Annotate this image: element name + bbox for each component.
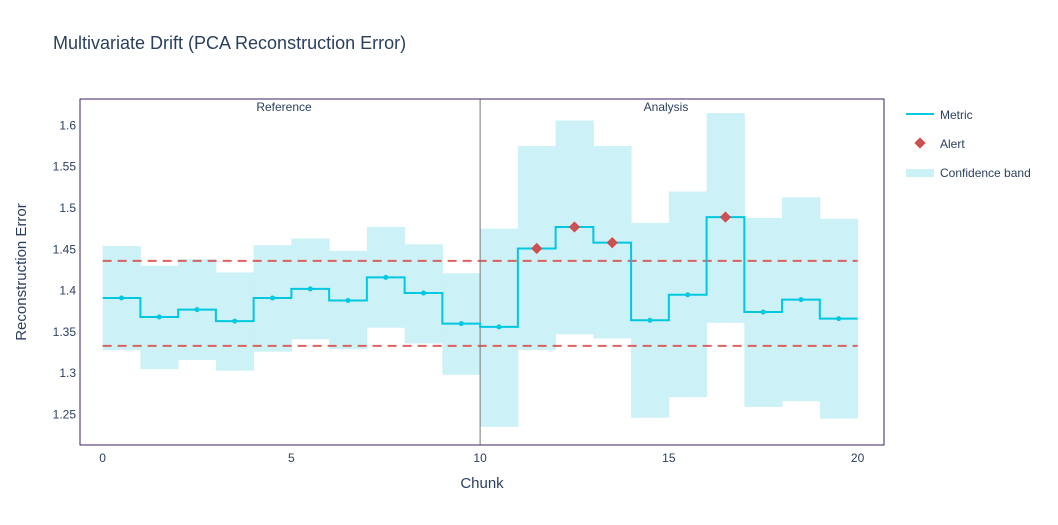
metric-point [647,317,653,323]
legend-label-alert: Alert [940,137,965,151]
legend-item-metric[interactable]: Metric [906,108,973,122]
analysis-period-label: Analysis [644,100,689,114]
metric-point [345,297,351,303]
y-tick-label: 1.55 [53,160,77,174]
y-tick-label: 1.5 [59,201,76,215]
alert-marker [606,237,618,249]
legend-label-confidence-band: Confidence band [940,166,1031,180]
metric-point [383,274,389,280]
alert-layer [531,211,732,255]
plot-frame [79,98,885,446]
x-tick-label: 0 [99,451,106,465]
alert-marker [719,211,732,223]
y-tick-label: 1.6 [59,118,76,132]
metric-point [270,295,276,301]
metric-point [836,316,842,322]
metric-point [496,324,502,330]
metric-point [194,307,200,313]
y-tick-label: 1.25 [53,407,77,421]
metric-point [760,309,766,315]
legend-item-alert[interactable]: Alert [914,137,965,151]
x-tick-label: 10 [473,451,487,465]
x-axis-ticks: 0 5 10 15 20 [99,451,864,465]
legend-item-confidence-band[interactable]: Confidence band [906,166,1031,180]
y-tick-label: 1.45 [53,242,77,256]
reference-period-label: Reference [256,100,312,114]
chart-title: Multivariate Drift (PCA Reconstruction E… [53,33,407,53]
x-tick-label: 5 [288,451,295,465]
y-tick-label: 1.35 [53,325,77,339]
metric-point [307,286,313,292]
plot-frame-layer [79,98,885,446]
legend: Metric Alert Confidence band [906,108,1031,180]
metric-point [119,295,125,301]
metric-point [156,314,162,320]
x-tick-label: 20 [851,451,865,465]
metric-point [420,290,426,296]
y-axis-label: Reconstruction Error [13,203,30,341]
metric-point [232,318,238,324]
alert-marker [531,242,543,255]
legend-label-metric: Metric [940,108,973,122]
y-axis-ticks: 1.25 1.3 1.35 1.4 1.45 1.5 1.55 1.6 [53,118,77,421]
x-axis-label: Chunk [460,475,504,492]
metric-point [685,292,691,298]
metric-point [798,297,804,303]
alert-marker [568,221,581,233]
y-tick-label: 1.3 [59,366,76,380]
x-tick-label: 15 [662,451,676,465]
metric-point [458,321,464,327]
y-tick-label: 1.4 [59,284,76,298]
